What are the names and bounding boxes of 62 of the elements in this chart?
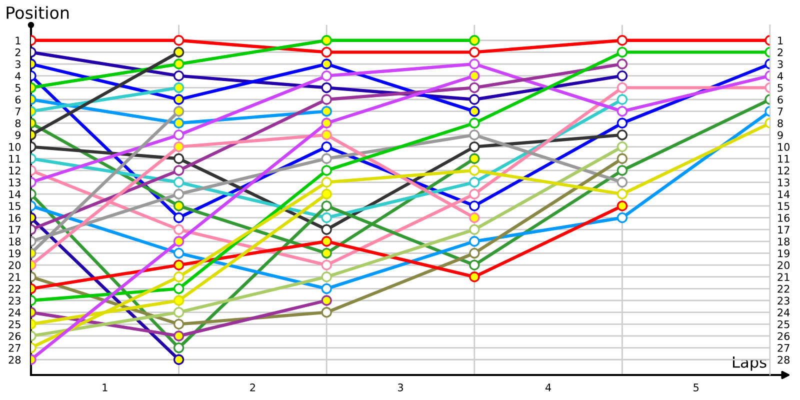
y2-tick-label: 14 xyxy=(778,190,790,198)
y2-tick-label: 26 xyxy=(778,332,790,340)
y-tick-label: 25 xyxy=(8,320,20,328)
y2-tick-label: 3 xyxy=(778,60,783,68)
x-tick-label: 5 xyxy=(694,384,699,392)
y2-tick-label: 24 xyxy=(778,308,790,316)
y-tick-label: 9 xyxy=(15,131,21,140)
y-tick-label: 4 xyxy=(15,72,21,80)
y-tick-label: 1 xyxy=(16,36,20,44)
x-tick-label: 3 xyxy=(398,384,403,392)
y-tick-label: 27 xyxy=(8,344,20,352)
y2-tick-label: 2 xyxy=(778,48,783,56)
y2-tick-label: 9 xyxy=(778,131,783,140)
y2-tick-label: 19 xyxy=(778,249,790,258)
y2-tick-label: 1 xyxy=(778,36,783,44)
y-tick-label: 21 xyxy=(8,273,20,281)
y-tick-label: 22 xyxy=(8,284,20,293)
y2-tick-label: 27 xyxy=(778,344,790,352)
y-tick-label: 16 xyxy=(9,214,21,222)
y-axis-title: Position xyxy=(6,6,69,19)
y-tick-label: 24 xyxy=(8,308,21,316)
y-tick-label: 2 xyxy=(15,48,20,56)
y2-tick-label: 22 xyxy=(778,284,790,293)
y2-tick-label: 21 xyxy=(778,273,790,281)
y2-tick-label: 7 xyxy=(778,108,783,116)
x-tick-label: 1 xyxy=(102,384,108,392)
y-tick-label: 15 xyxy=(9,202,20,210)
y2-tick-label: 4 xyxy=(777,72,783,80)
y-tick-label: 11 xyxy=(9,154,20,163)
y-tick-label: 28 xyxy=(8,356,21,364)
y-tick-label: 18 xyxy=(9,238,21,246)
y-tick-label: 14 xyxy=(9,190,21,198)
y2-tick-label: 23 xyxy=(778,296,790,305)
y2-tick-label: 28 xyxy=(778,356,790,364)
y-tick-label: 12 xyxy=(9,166,20,174)
y2-tick-label: 8 xyxy=(778,119,783,128)
y2-tick-label: 15 xyxy=(778,202,790,210)
y2-tick-label: 20 xyxy=(778,261,790,270)
y2-tick-label: 16 xyxy=(778,214,790,222)
y2-tick-label: 6 xyxy=(778,96,783,104)
y-tick-label: 20 xyxy=(8,261,21,270)
y-tick-label: 7 xyxy=(16,108,20,116)
y2-tick-label: 25 xyxy=(778,320,790,328)
y2-tick-label: 13 xyxy=(778,178,790,186)
y2-tick-label: 17 xyxy=(778,226,790,234)
y-tick-label: 6 xyxy=(15,96,21,104)
y-tick-label: 8 xyxy=(15,119,21,128)
y-tick-label: 19 xyxy=(9,249,21,258)
y2-tick-label: 12 xyxy=(778,166,790,174)
x-tick-label: 4 xyxy=(545,384,552,392)
y-tick-label: 5 xyxy=(15,84,20,92)
y2-tick-label: 5 xyxy=(778,84,783,92)
x-tick-label: 2 xyxy=(250,384,255,392)
y2-tick-label: 11 xyxy=(778,154,790,163)
y-tick-label: 26 xyxy=(8,332,21,340)
y2-tick-label: 18 xyxy=(778,238,790,246)
y-tick-label: 23 xyxy=(8,296,20,305)
y-tick-label: 17 xyxy=(9,226,20,234)
y2-tick-label: 10 xyxy=(778,143,790,151)
y-tick-label: 10 xyxy=(9,143,21,151)
y-tick-label: 3 xyxy=(15,60,20,68)
y-tick-label: 13 xyxy=(9,178,20,186)
